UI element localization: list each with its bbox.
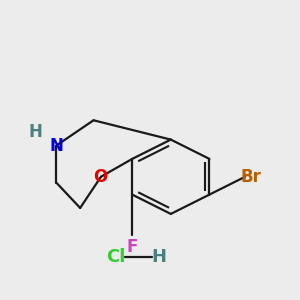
Text: N: N: [50, 136, 63, 154]
Text: O: O: [93, 168, 107, 186]
Text: Cl: Cl: [106, 248, 125, 266]
Text: H: H: [28, 123, 43, 141]
Text: F: F: [127, 238, 138, 256]
Text: Br: Br: [241, 168, 262, 186]
Text: H: H: [152, 248, 166, 266]
